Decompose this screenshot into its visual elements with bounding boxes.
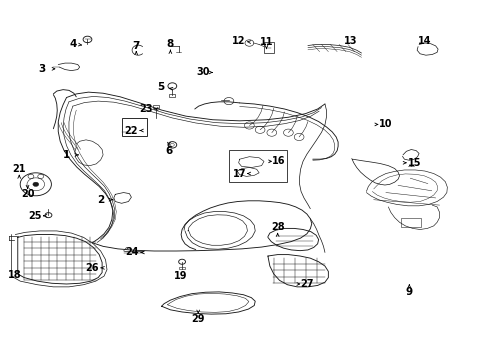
Text: 17: 17 bbox=[232, 168, 246, 179]
Text: 7: 7 bbox=[132, 41, 140, 50]
Bar bbox=[228, 149, 287, 182]
Text: 27: 27 bbox=[300, 279, 313, 289]
Text: 2: 2 bbox=[97, 195, 104, 205]
Text: 20: 20 bbox=[20, 189, 34, 199]
Text: 24: 24 bbox=[125, 247, 139, 257]
Text: 28: 28 bbox=[270, 222, 284, 232]
Text: 5: 5 bbox=[157, 82, 164, 92]
Bar bbox=[400, 219, 420, 227]
Text: 10: 10 bbox=[378, 120, 392, 129]
Text: 30: 30 bbox=[196, 67, 209, 77]
Text: 22: 22 bbox=[124, 126, 138, 135]
Text: 11: 11 bbox=[259, 37, 273, 47]
Text: 19: 19 bbox=[174, 271, 187, 281]
Text: 15: 15 bbox=[407, 158, 420, 168]
Bar bbox=[169, 94, 175, 97]
Bar bbox=[153, 105, 158, 108]
Text: 21: 21 bbox=[13, 164, 26, 174]
Text: 4: 4 bbox=[69, 39, 77, 49]
Bar bbox=[179, 267, 184, 269]
Text: 23: 23 bbox=[139, 104, 152, 114]
Text: 12: 12 bbox=[231, 36, 245, 46]
Bar bbox=[264, 42, 273, 53]
Text: 25: 25 bbox=[28, 211, 41, 221]
Text: 16: 16 bbox=[271, 156, 285, 166]
Text: 14: 14 bbox=[417, 36, 431, 46]
Circle shape bbox=[33, 182, 39, 186]
Text: 13: 13 bbox=[344, 36, 357, 46]
Text: 3: 3 bbox=[39, 64, 46, 74]
Text: 9: 9 bbox=[405, 287, 412, 297]
Text: 8: 8 bbox=[166, 39, 174, 49]
Bar bbox=[122, 118, 147, 136]
Text: 1: 1 bbox=[63, 150, 70, 160]
Text: 6: 6 bbox=[165, 146, 172, 156]
Text: 18: 18 bbox=[7, 270, 21, 280]
Text: 29: 29 bbox=[191, 314, 204, 324]
Text: 26: 26 bbox=[85, 263, 99, 273]
